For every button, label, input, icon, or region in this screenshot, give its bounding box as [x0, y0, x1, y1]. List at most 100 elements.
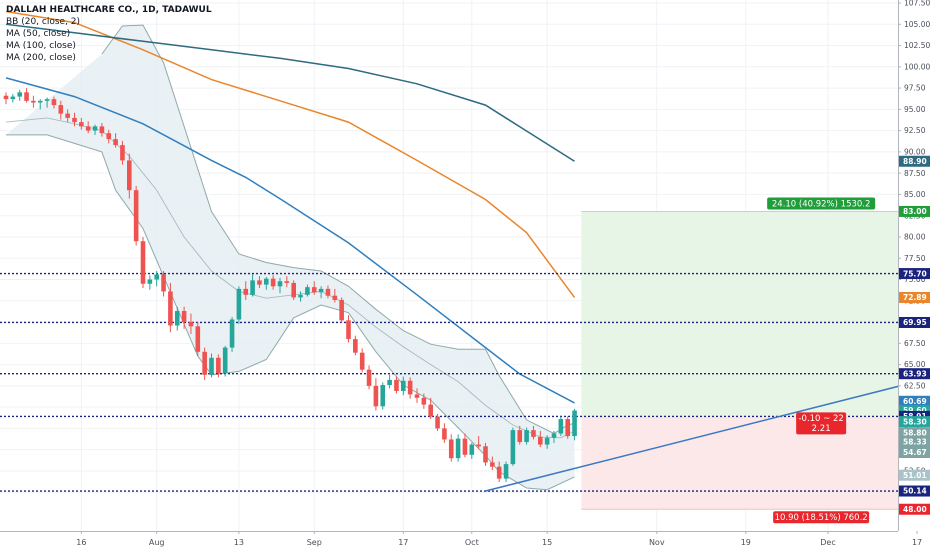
candle — [476, 436, 481, 449]
candle — [407, 377, 413, 399]
candle — [264, 276, 269, 290]
candle-body — [236, 288, 242, 320]
candle — [51, 96, 57, 109]
candle — [161, 271, 166, 297]
candle-body — [161, 274, 166, 292]
price-badge-bg — [899, 469, 930, 481]
candle-body — [401, 380, 406, 391]
candle-body — [181, 310, 187, 323]
candle-body — [572, 410, 577, 437]
candle — [503, 461, 509, 483]
price-badge-bg — [899, 503, 930, 515]
trendline[interactable] — [485, 322, 932, 492]
price-badge-label: 58.80 — [903, 428, 927, 437]
price-badge-bg — [899, 205, 930, 217]
x-tick-label: 13 — [234, 538, 244, 547]
profit-zone[interactable] — [581, 211, 932, 417]
candle-body — [65, 113, 70, 118]
candle-body — [140, 241, 146, 284]
candle — [284, 276, 290, 288]
candle — [79, 117, 84, 130]
candle-body — [79, 122, 84, 127]
candle — [181, 306, 187, 329]
trendline[interactable] — [485, 322, 932, 492]
candle — [490, 456, 495, 471]
horizontal-levels[interactable] — [0, 272, 898, 492]
y-tick-label: 67.50 — [904, 339, 926, 348]
candle-body — [524, 430, 529, 443]
candle-body — [462, 438, 468, 455]
candle — [31, 95, 36, 108]
candle-body — [277, 281, 283, 287]
candle-body — [318, 288, 324, 293]
risk-reward-line2: 2.21 — [812, 424, 831, 434]
price-badge-label: 75.70 — [903, 269, 927, 278]
candle-body — [195, 326, 201, 352]
candle-body — [558, 419, 564, 434]
candle — [202, 347, 207, 380]
candle-body — [31, 100, 36, 103]
candle — [113, 133, 118, 148]
candle-body — [455, 438, 461, 459]
candle — [58, 100, 64, 120]
candle-body — [284, 281, 290, 283]
price-badge-label: 54.67 — [903, 448, 927, 457]
candle-body — [222, 347, 228, 374]
price-badge-label: 58.30 — [903, 417, 927, 426]
legend-ma50[interactable]: MA (50, close) — [6, 29, 71, 39]
y-tick-label: 77.50 — [904, 254, 926, 263]
candle-body — [339, 299, 344, 321]
candle-body — [394, 379, 399, 391]
candle-body — [270, 278, 276, 287]
loss-label: 10.90 (18.51%) 760.2 — [775, 513, 868, 523]
y-tick-label: 92.50 — [904, 126, 926, 135]
loss-zone[interactable] — [581, 416, 932, 510]
candle — [17, 89, 22, 101]
candle-body — [51, 99, 57, 106]
candle — [243, 281, 249, 300]
candle — [120, 140, 125, 165]
candle-body — [407, 380, 413, 395]
price-badge-bg — [899, 427, 930, 439]
price-badge-label: 88.90 — [903, 157, 927, 166]
candle-body — [531, 430, 536, 437]
candle-body — [44, 99, 50, 101]
x-tick-label: Oct — [465, 538, 479, 547]
price-badge-label: 72.89 — [903, 293, 927, 302]
candle — [544, 435, 550, 449]
candle-body — [503, 464, 509, 479]
legend-ma200[interactable]: MA (200, close) — [6, 53, 76, 63]
candle-body — [298, 294, 303, 298]
candle — [538, 430, 543, 448]
candle — [65, 109, 70, 123]
price-badge: 75.70 — [899, 268, 930, 280]
candle — [188, 313, 194, 334]
candle-body — [510, 430, 516, 465]
legend-bb[interactable]: BB (20, close, 2) — [6, 17, 81, 27]
candle — [531, 425, 536, 440]
price-badge-bg — [899, 485, 930, 497]
candle — [291, 280, 296, 300]
candle — [325, 285, 331, 299]
candle — [140, 236, 146, 289]
candle-body — [496, 466, 502, 479]
profit-label: 24.10 (40.92%) 1530.2 — [772, 199, 871, 209]
long-position-tool[interactable] — [581, 210, 932, 510]
y-tick-label: 87.50 — [904, 169, 926, 178]
price-badge: 83.00 — [899, 205, 930, 217]
candle-body — [257, 280, 262, 285]
candle — [72, 112, 77, 127]
y-tick-label: 100.00 — [904, 62, 930, 71]
candle-body — [92, 126, 98, 131]
candle-body — [147, 279, 153, 284]
candle-body — [305, 287, 310, 295]
price-badge: 63.93 — [899, 368, 930, 380]
ma200-line — [5, 23, 575, 162]
price-badge: 50.14 — [899, 485, 930, 497]
candle — [565, 416, 570, 439]
candle — [222, 345, 228, 377]
candle-body — [353, 339, 358, 353]
candle-body — [448, 439, 454, 459]
legend-ma100[interactable]: MA (100, close) — [6, 41, 76, 51]
